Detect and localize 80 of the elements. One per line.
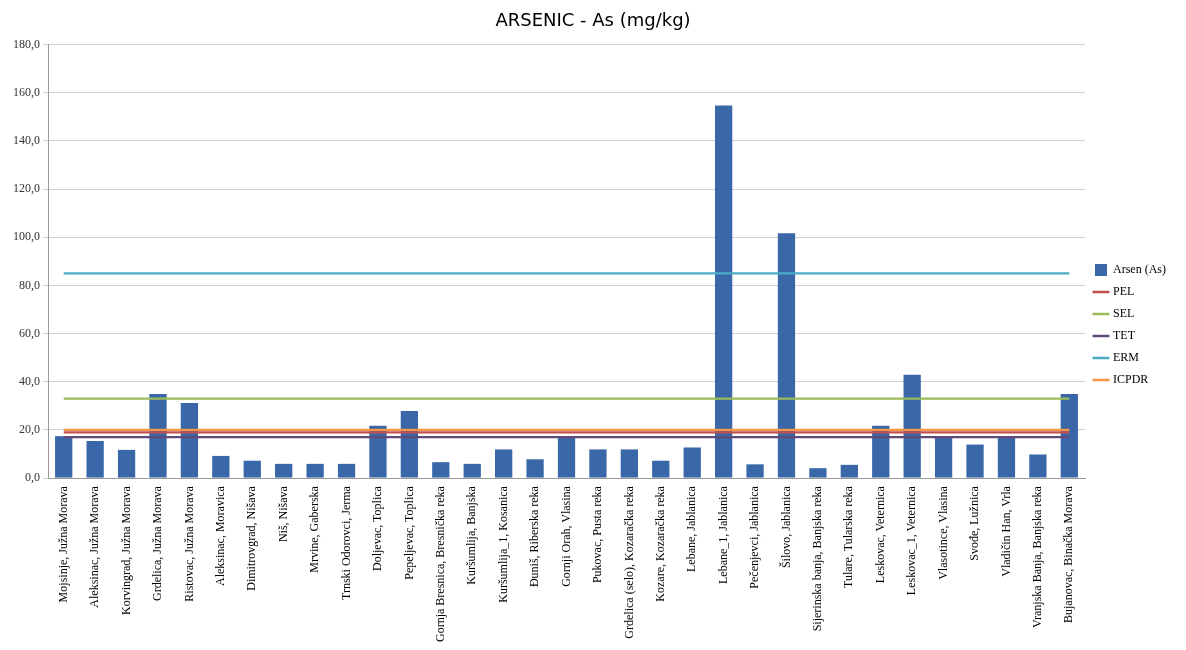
- bar: [966, 444, 984, 478]
- bar: [1029, 454, 1047, 478]
- y-tick-label: 40,0: [19, 373, 40, 388]
- bar: [337, 463, 356, 478]
- y-tick-label: 160,0: [13, 84, 40, 99]
- legend-label: ICPDR: [1113, 372, 1149, 387]
- x-tick-label: Lebane_1, Jablanica: [715, 485, 730, 585]
- bar: [463, 463, 481, 478]
- y-tick-label: 140,0: [13, 133, 40, 148]
- bar: [86, 440, 104, 478]
- x-tick-label: Kozare, Kozaračka reka: [652, 485, 667, 602]
- bar: [840, 464, 858, 478]
- x-tick-label: Leskovac, Veternica: [872, 485, 887, 584]
- bar: [526, 459, 544, 478]
- x-tick-label: Vranjska Banja, Banjska reka: [1030, 485, 1045, 628]
- x-tick-label: Gornji Orah, Vlasina: [558, 485, 573, 587]
- bar: [903, 374, 921, 478]
- bar: [620, 449, 638, 478]
- bar: [652, 460, 670, 478]
- bar: [777, 233, 796, 478]
- bar: [306, 463, 324, 478]
- x-tick-label: Vladičin Han, Vrla: [998, 485, 1013, 577]
- bar: [589, 449, 607, 478]
- legend-label: Arsen (As): [1113, 262, 1167, 277]
- legend-label: PEL: [1113, 284, 1135, 299]
- legend-label: TET: [1113, 328, 1136, 343]
- bar: [557, 437, 576, 478]
- x-tick-label: Gornja Bresnica, Bresnička reka: [432, 485, 447, 642]
- x-tick-label: Mrvine, Gaberska: [307, 485, 322, 573]
- bar: [180, 402, 199, 478]
- x-tick-label: Šilovo, Jablanica: [778, 485, 793, 569]
- bar: [997, 437, 1016, 478]
- bar: [117, 449, 136, 478]
- x-tick-label: Leskovac_1, Veternica: [904, 485, 919, 596]
- x-tick-label: Aleksinac, Moravica: [212, 485, 227, 587]
- x-tick-label: Mojsinje, Južna Morava: [55, 485, 70, 603]
- bar: [683, 447, 701, 478]
- x-tick-label: Trnski Odorovci, Jerma: [338, 485, 353, 600]
- x-tick-label: Lebane, Jablanica: [684, 485, 699, 573]
- x-tick-label: Doljevac, Toplica: [370, 485, 385, 571]
- legend-label: ERM: [1113, 350, 1140, 365]
- x-tick-label: Niš, Nišava: [275, 485, 290, 543]
- bar: [1060, 394, 1078, 478]
- x-tick-label: Grdelica (selo), Kozaračka reka: [621, 485, 636, 639]
- bar: [275, 463, 293, 478]
- x-tick-label: Korvingrad, Južna Morava: [118, 485, 133, 616]
- x-tick-label: Vlasotince, Vlasina: [935, 485, 950, 580]
- bar: [809, 468, 827, 478]
- bar: [432, 462, 450, 478]
- x-tick-label: Pepeljevac, Toplica: [401, 485, 416, 580]
- y-tick-label: 0,0: [25, 470, 40, 485]
- x-tick-label: Bujanovac, Binačka Morava: [1061, 485, 1076, 624]
- x-tick-label: Pečenjevci, Jablanica: [747, 485, 762, 589]
- bar: [714, 105, 733, 478]
- x-tick-label: Grdelica, Južna Morava: [150, 485, 165, 602]
- x-tick-label: Đuniš, Riberska reka: [527, 485, 542, 588]
- x-tick-label: Ristovac, Južna Morava: [181, 485, 196, 602]
- bar: [495, 449, 513, 478]
- bar: [934, 437, 953, 478]
- y-tick-label: 60,0: [19, 325, 40, 340]
- y-tick-label: 100,0: [13, 229, 40, 244]
- x-tick-label: Dimitrovgrad, Nišava: [244, 485, 259, 591]
- y-tick-label: 120,0: [13, 181, 40, 196]
- bar: [55, 436, 73, 478]
- bar: [746, 464, 764, 478]
- x-tick-label: Pukovac, Pusta reka: [590, 485, 605, 584]
- x-tick-label: Sijerinska banja, Banjska reka: [810, 485, 825, 632]
- y-tick-label: 20,0: [19, 422, 40, 437]
- y-tick-label: 80,0: [19, 277, 40, 292]
- x-tick-label: Svođe, Lužnica: [967, 485, 982, 561]
- legend-label: SEL: [1113, 306, 1135, 321]
- y-tick-label: 180,0: [13, 36, 40, 51]
- x-tick-label: Tulare, Tularska reka: [841, 485, 856, 588]
- x-tick-label: Kuršumlija, Banjska: [464, 485, 479, 585]
- bar: [212, 455, 230, 478]
- x-tick-label: Kuršumlija_1, Kosanica: [495, 485, 510, 603]
- x-tick-label: Aleksinac, Južna Morava: [87, 485, 102, 608]
- bar: [400, 410, 419, 478]
- bar: [243, 460, 261, 478]
- chart-title: ARSENIC - As (mg/kg): [495, 9, 691, 31]
